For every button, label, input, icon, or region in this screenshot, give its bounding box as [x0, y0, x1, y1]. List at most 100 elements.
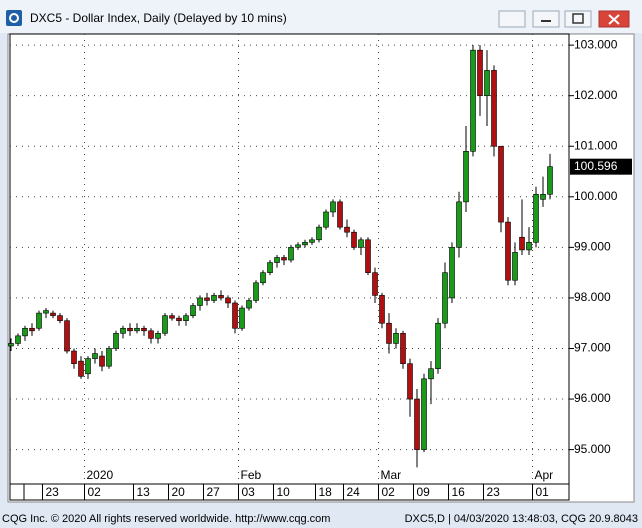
candle-body	[8, 343, 14, 347]
candle-body	[50, 312, 56, 316]
candle-body	[540, 193, 546, 200]
x-tick-label: 09	[417, 485, 431, 499]
candle-body	[421, 378, 427, 450]
candle-body	[78, 360, 84, 377]
y-tick-label: 99.000	[574, 240, 611, 254]
candle-body	[358, 239, 364, 248]
candle-body	[29, 327, 35, 332]
minimize-button[interactable]	[532, 10, 560, 28]
month-label: 2020	[87, 468, 114, 482]
x-tick-label: 23	[46, 485, 60, 499]
candle-body	[414, 398, 420, 450]
candle-body	[351, 231, 357, 248]
candle-body	[169, 315, 175, 319]
last-price-box	[570, 158, 632, 175]
y-tick-label: 98.000	[574, 290, 611, 304]
y-tick-label: 102.000	[574, 88, 618, 102]
maximize-button[interactable]	[564, 10, 592, 28]
close-glyph	[608, 14, 620, 25]
candle-body	[533, 193, 539, 243]
x-tick-label: 10	[277, 485, 291, 499]
window-title: DXC5 - Dollar Index, Daily (Delayed by 1…	[30, 11, 287, 25]
candle-body	[302, 242, 308, 246]
candle-body	[22, 327, 28, 337]
candle-body	[393, 333, 399, 344]
x-tick-label: 02	[382, 485, 396, 499]
y-tick-label: 103.000	[574, 37, 618, 51]
candle-body	[71, 350, 77, 364]
candle-body	[484, 70, 490, 96]
candle-body	[148, 330, 154, 339]
candle-body	[365, 239, 371, 273]
candle-body	[204, 297, 210, 301]
candle-body	[197, 297, 203, 306]
scroll-stub[interactable]	[9, 483, 25, 501]
candle-body	[36, 312, 42, 329]
candle-body	[547, 166, 553, 195]
candle-body	[519, 236, 525, 251]
y-tick-label: 101.000	[574, 138, 618, 152]
candle-body	[218, 295, 224, 299]
candle-body	[127, 327, 133, 332]
candle-body	[260, 272, 266, 284]
candle-body	[99, 355, 105, 367]
maximize-glyph	[572, 13, 584, 24]
candle-body	[239, 307, 245, 329]
candle-body	[57, 315, 63, 321]
candle-body	[92, 353, 98, 359]
x-tick-label: 20	[172, 485, 186, 499]
candle-body	[491, 70, 497, 147]
candle-body	[85, 358, 91, 375]
last-price-label: 100.596	[574, 159, 618, 173]
candle-body	[463, 151, 469, 203]
candle-body	[15, 335, 21, 344]
y-tick-label: 97.000	[574, 341, 611, 355]
candle-body	[267, 262, 273, 273]
candle-body	[120, 327, 126, 334]
candle-body	[526, 242, 532, 251]
candle-body	[274, 257, 280, 263]
candle-body	[295, 244, 301, 248]
x-tick-label: 23	[487, 485, 501, 499]
app-icon	[6, 10, 22, 26]
x-tick-label: 02	[88, 485, 102, 499]
candle-body	[456, 201, 462, 248]
candle-body	[43, 310, 49, 314]
month-label: Apr	[535, 468, 554, 482]
x-tick-label: 18	[319, 485, 333, 499]
candle-body	[372, 272, 378, 296]
app-icon-glyph	[9, 13, 19, 23]
x-tick-label: 03	[242, 485, 256, 499]
candle-body	[225, 297, 231, 304]
candle-body	[141, 327, 147, 332]
candle-body	[106, 348, 112, 367]
candle-body	[253, 282, 259, 301]
candle-body	[330, 201, 336, 213]
link-button[interactable]	[498, 10, 526, 28]
candle-body	[211, 295, 217, 301]
candle-body	[379, 295, 385, 324]
candle-body	[309, 239, 315, 243]
footer-left: CQG Inc. © 2020 All rights reserved worl…	[2, 513, 330, 525]
candle-body	[498, 145, 504, 223]
candle-body	[113, 333, 119, 349]
candle-body	[428, 368, 434, 380]
candle-body	[435, 322, 441, 370]
candle-body	[386, 322, 392, 344]
candle-body	[323, 211, 329, 228]
candle-body	[190, 305, 196, 316]
candle-body	[316, 226, 322, 241]
candle-body	[183, 315, 189, 321]
candle-body	[288, 247, 294, 261]
candle-body	[337, 201, 343, 228]
x-tick-label: 24	[347, 485, 361, 499]
y-tick-label: 100.000	[574, 189, 618, 203]
x-tick-label: 01	[536, 485, 550, 499]
candle-body	[449, 247, 455, 299]
candle-body	[64, 320, 70, 352]
y-tick-label: 96.000	[574, 391, 611, 405]
month-label: Mar	[381, 468, 402, 482]
candle-body	[246, 300, 252, 309]
